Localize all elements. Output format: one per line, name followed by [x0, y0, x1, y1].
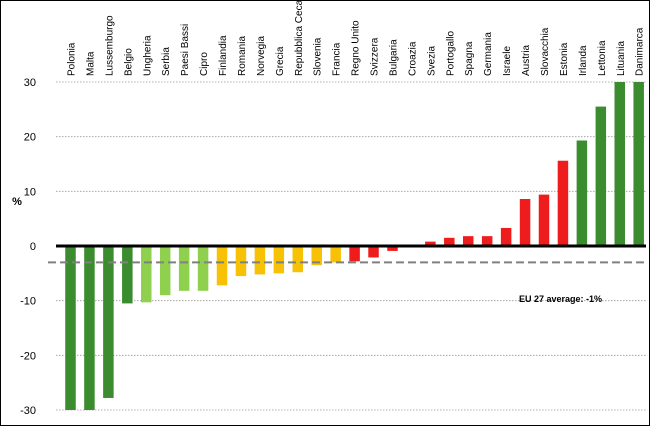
- bar: [84, 246, 95, 410]
- category-label: Cipro: [199, 52, 210, 76]
- y-axis-ticks: 30 20 10 0 -10 -20 -30: [20, 77, 36, 417]
- category-label: Svezia: [426, 46, 437, 76]
- average-label: EU 27 average: -1%: [519, 294, 602, 304]
- category-label: Spagna: [464, 41, 475, 76]
- category-label: Portogallo: [445, 31, 456, 76]
- category-label: Lituania: [616, 41, 627, 76]
- bar: [538, 194, 550, 246]
- bar: [368, 246, 379, 258]
- category-label: Norvegia: [256, 36, 267, 76]
- bar: [216, 246, 228, 286]
- category-label: Belgio: [123, 48, 134, 76]
- bar: [462, 236, 474, 246]
- category-label: Grecia: [275, 46, 286, 76]
- category-labels: Polonia Malta Lussemburgo Belgio Ungheria Ser…: [67, 0, 646, 76]
- category-label: Germania: [483, 32, 494, 76]
- y-axis-label: %: [12, 196, 22, 208]
- bar: [519, 198, 531, 246]
- bar: [197, 246, 209, 291]
- y-tick-label: 0: [30, 241, 36, 253]
- bar: [273, 246, 285, 274]
- category-label: Svizzera: [370, 37, 381, 76]
- y-tick-label: -10: [20, 296, 36, 308]
- category-label: Estonia: [559, 42, 570, 76]
- category-label: Lettonia: [597, 40, 608, 76]
- bar: [141, 246, 152, 303]
- bar: [330, 246, 341, 263]
- category-label: Croazia: [407, 41, 418, 76]
- y-tick-label: 10: [24, 186, 36, 198]
- bar: [576, 140, 588, 246]
- category-label: Serbia: [161, 47, 172, 76]
- bar: [235, 246, 247, 277]
- y-tick-label: 30: [24, 77, 36, 89]
- gridlines: [56, 81, 646, 411]
- bar: [122, 246, 133, 304]
- bar: [311, 246, 322, 266]
- bar: [387, 246, 398, 251]
- category-label: Finlandia: [218, 35, 229, 76]
- category-label: Danimarca: [635, 27, 646, 76]
- bar: [65, 246, 76, 410]
- bar: [481, 236, 493, 246]
- category-label: Paesi Bassi: [180, 24, 191, 76]
- y-tick-label: -20: [20, 350, 36, 362]
- bar: [614, 82, 626, 246]
- y-tick-label: 20: [24, 132, 36, 144]
- category-label: Slovacchia: [540, 27, 551, 76]
- category-label: Romania: [237, 36, 248, 76]
- bar: [159, 246, 171, 296]
- bar: [500, 227, 512, 246]
- bar: [103, 246, 114, 398]
- category-label: Ungheria: [142, 35, 153, 76]
- bar: [595, 106, 607, 246]
- category-label: Israele: [502, 46, 513, 76]
- bar: [178, 246, 190, 291]
- y-tick-label: -30: [20, 405, 36, 417]
- category-label: Repubblica Ceca: [294, 0, 305, 76]
- category-label: Malta: [85, 51, 96, 76]
- category-label: Polonia: [67, 42, 78, 76]
- bar: [557, 160, 569, 246]
- category-label: Regno Unito: [351, 20, 362, 76]
- category-label: Lussemburgo: [104, 15, 115, 76]
- bar: [444, 237, 455, 246]
- category-label: Bulgaria: [388, 39, 399, 76]
- category-label: Slovenia: [313, 37, 324, 76]
- bar: [254, 246, 266, 275]
- category-label: Irlanda: [578, 45, 589, 76]
- category-label: Francia: [332, 42, 343, 76]
- bar: [633, 82, 644, 246]
- category-label: Austria: [521, 44, 532, 76]
- bar: [292, 246, 304, 273]
- bar: [425, 241, 436, 246]
- bar: [349, 246, 360, 262]
